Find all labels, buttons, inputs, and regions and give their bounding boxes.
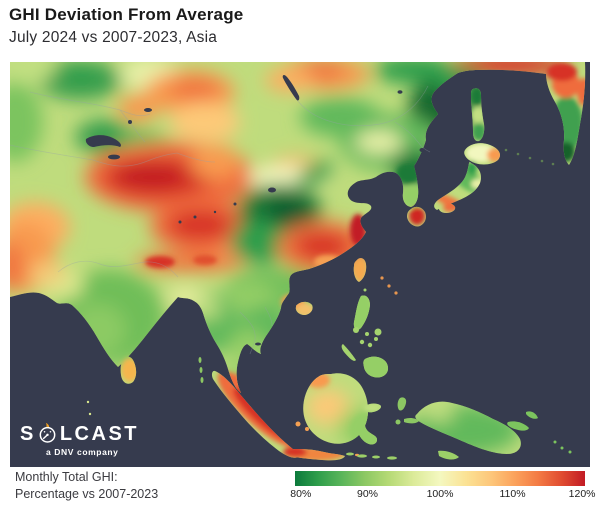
asia-ghi-heatmap: S LCAST a DNV company: [10, 62, 590, 467]
country-borders: [10, 85, 431, 355]
lakes: [85, 74, 425, 346]
tick-110: 110%: [499, 488, 526, 500]
solcast-logo: S LCAST a DNV company: [20, 422, 139, 457]
small-islands: [86, 148, 572, 460]
tick-80: 80%: [290, 488, 312, 500]
tick-90: 90%: [356, 488, 379, 500]
tick-120: 120%: [568, 488, 596, 500]
legend-label: Monthly Total GHI: Percentage vs 2007-20…: [15, 469, 158, 502]
color-scale-ticks: 80% 90% 100% 110% 120%: [290, 488, 595, 501]
logo-text-s: S: [20, 422, 36, 445]
tick-100: 100%: [426, 488, 454, 500]
solcast-sun-gauge-icon: [39, 422, 56, 443]
logo-text-lcast: LCAST: [59, 422, 140, 445]
page-subtitle: July 2024 vs 2007-2023, Asia: [9, 29, 218, 46]
legend-label-line1: Monthly Total GHI:: [15, 470, 118, 484]
map-canvas: [10, 62, 590, 467]
flame-icon: [45, 422, 49, 428]
legend-label-line2: Percentage vs 2007-2023: [15, 486, 159, 501]
page-title: GHI Deviation From Average: [9, 5, 244, 24]
color-scale-bar: [295, 471, 585, 486]
logo-tagline: a DNV company: [46, 447, 119, 457]
